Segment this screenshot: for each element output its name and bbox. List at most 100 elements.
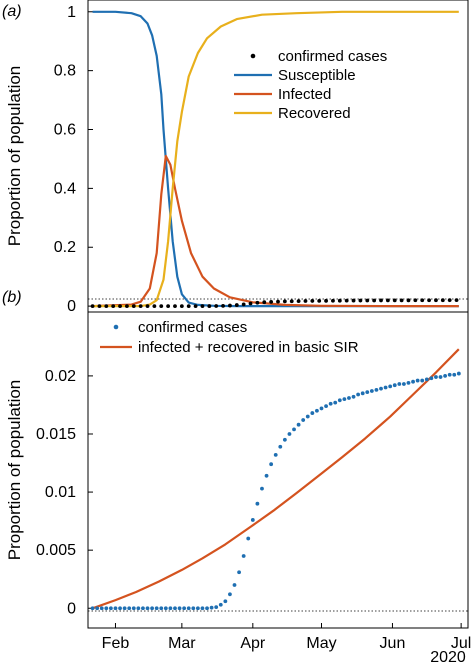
a-susceptible-line	[92, 10, 459, 308]
b-confirmed-cases-point	[392, 383, 397, 388]
b-confirmed-cases-point	[383, 385, 388, 390]
a-legend-confirmed-cases-label: confirmed cases	[278, 48, 387, 65]
xtick-label: Mar	[168, 635, 196, 652]
b-confirmed-cases-point	[182, 606, 187, 611]
a-confirmed-cases-point	[241, 302, 246, 307]
a-confirmed-cases-point	[406, 298, 411, 303]
b-legend-confirmed-cases-swatch	[113, 324, 119, 330]
a-confirmed-cases-point	[207, 304, 212, 308]
a-ytick-label: 0.4	[54, 180, 76, 197]
b-legend-infected-recovered-in-basic-sir-label: infected + recovered in basic SIR	[138, 339, 359, 356]
b-confirmed-cases-point	[173, 606, 177, 611]
b-confirmed-cases-point	[456, 371, 461, 376]
b-confirmed-cases-point	[402, 382, 406, 386]
b-confirmed-cases-point	[328, 401, 333, 406]
a-confirmed-cases-point	[131, 304, 136, 309]
b-confirmed-cases-point	[246, 536, 251, 541]
b-ytick-label: 0.01	[45, 484, 76, 501]
b-confirmed-cases-point	[122, 606, 127, 611]
b-confirmed-cases-point	[141, 606, 145, 611]
b-confirmed-cases-point	[255, 501, 260, 506]
b-confirmed-cases-point	[90, 606, 95, 611]
a-confirmed-cases-point	[276, 299, 280, 304]
b-confirmed-cases-point	[168, 606, 173, 611]
b-confirmed-cases-point	[113, 606, 118, 611]
a-confirmed-cases-point	[379, 298, 383, 303]
b-confirmed-cases-point	[420, 378, 425, 383]
b-ytick-label: 0.005	[36, 542, 76, 559]
a-confirmed-cases-point	[228, 303, 232, 308]
b-confirmed-cases-point	[223, 599, 228, 604]
b-confirmed-cases-point	[214, 605, 219, 609]
xtick-label: Jun	[380, 635, 406, 652]
a-confirmed-cases-point	[125, 304, 129, 309]
a-confirmed-cases-point	[166, 304, 171, 309]
b-confirmed-cases-point	[205, 606, 209, 611]
a-confirmed-cases-point	[111, 304, 116, 309]
b-confirmed-cases-point	[136, 606, 141, 611]
panel-b-label: (b)	[2, 289, 22, 306]
b-confirmed-cases-point	[305, 414, 310, 419]
panel-a-frame	[87, 0, 469, 313]
xtick-label: Apr	[240, 635, 266, 652]
b-confirmed-cases-point	[374, 387, 379, 392]
b-confirmed-cases-point	[264, 473, 269, 478]
a-confirmed-cases-point	[372, 298, 377, 303]
a-confirmed-cases-point	[392, 298, 397, 303]
b-confirmed-cases-point	[443, 373, 448, 378]
b-confirmed-cases-point	[186, 606, 191, 611]
a-ytick-label: 0.8	[54, 63, 76, 80]
xtick-label: Feb	[102, 635, 130, 652]
a-confirmed-cases-point	[104, 304, 109, 309]
b-confirmed-cases-point	[333, 400, 338, 405]
b-confirmed-cases-point	[415, 378, 420, 383]
a-confirmed-cases-point	[427, 298, 431, 303]
b-confirmed-cases-point	[163, 606, 168, 611]
a-confirmed-cases-point	[269, 299, 274, 304]
a-confirmed-cases-point	[413, 298, 418, 303]
b-confirmed-cases-point	[150, 606, 154, 611]
a-confirmed-cases-point	[282, 299, 287, 304]
b-confirmed-cases-point	[195, 606, 200, 611]
b-confirmed-cases-point	[319, 406, 324, 411]
a-legend-confirmed-cases-swatch	[250, 53, 256, 59]
a-confirmed-cases-point	[337, 298, 342, 303]
b-confirmed-cases-point	[145, 606, 150, 611]
a-confirmed-cases-point	[447, 298, 452, 303]
a-ytick-label: 0.6	[54, 122, 76, 139]
panel-b-series	[90, 348, 461, 611]
b-ytick-label: 0	[67, 600, 76, 617]
b-confirmed-cases-point	[273, 452, 278, 457]
b-confirmed-cases-point	[127, 606, 132, 611]
b-confirmed-cases-point	[278, 444, 283, 449]
b-confirmed-cases-point	[365, 390, 370, 395]
b-confirmed-cases-point	[447, 372, 452, 377]
b-confirmed-cases-point	[438, 375, 443, 379]
panel-a-y-axis-label: Proportion of population	[5, 66, 24, 247]
a-confirmed-cases-point	[214, 304, 219, 308]
b-confirmed-cases-point	[218, 602, 223, 607]
b-confirmed-cases-point	[337, 398, 342, 403]
panel-a-legend: confirmed cases Susceptible Infected Recove…	[234, 48, 387, 122]
b-confirmed-cases-point	[301, 418, 306, 422]
xtick-label: Jul	[451, 635, 471, 652]
a-confirmed-cases-point	[310, 299, 315, 303]
b-confirmed-cases-point	[104, 606, 109, 611]
b-confirmed-cases-point	[406, 380, 411, 385]
a-confirmed-cases-point	[303, 299, 308, 303]
b-confirmed-cases-point	[95, 606, 100, 611]
a-confirmed-cases-point	[434, 298, 438, 303]
b-confirmed-cases-point	[159, 606, 164, 611]
panel-b-y-axis-label: Proportion of population	[5, 380, 24, 561]
b-confirmed-cases-point	[397, 382, 402, 386]
b-confirmed-cases-point	[342, 397, 347, 402]
a-ytick-label: 0.2	[54, 239, 76, 256]
a-confirmed-cases-point	[385, 298, 390, 303]
b-confirmed-cases-point	[154, 606, 159, 611]
a-confirmed-cases-point	[186, 304, 191, 309]
a-confirmed-cases-point	[145, 304, 150, 309]
a-confirmed-cases-point	[118, 304, 122, 309]
panel-b-x-ticks: Feb Mar Apr May Jun Jul	[102, 623, 471, 652]
b-confirmed-cases-point	[434, 375, 438, 379]
a-confirmed-cases-point	[324, 298, 328, 303]
